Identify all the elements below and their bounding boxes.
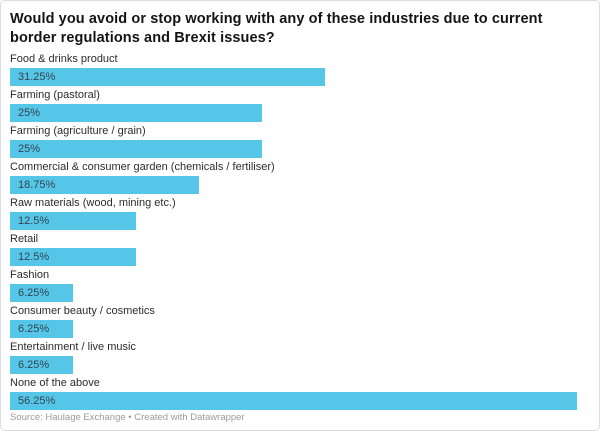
bar-row: Retail 12.5% <box>10 233 577 266</box>
bar-row: Entertainment / live music 6.25% <box>10 341 577 374</box>
bar-row: Consumer beauty / cosmetics 6.25% <box>10 305 577 338</box>
bar-value: 6.25% <box>18 323 50 335</box>
bar-row: Farming (agriculture / grain) 25% <box>10 125 577 158</box>
bar: 6.25% <box>10 284 73 302</box>
bar-track: 12.5% <box>10 212 577 230</box>
bar: 6.25% <box>10 356 73 374</box>
bar-value: 56.25% <box>18 395 56 407</box>
bar-row: Fashion 6.25% <box>10 269 577 302</box>
bar-row: None of the above 56.25% <box>10 377 577 410</box>
bar-track: 18.75% <box>10 176 577 194</box>
bar-track: 25% <box>10 104 577 122</box>
bar-value: 6.25% <box>18 359 50 371</box>
bar-label: Commercial & consumer garden (chemicals … <box>10 161 275 173</box>
bar-track: 12.5% <box>10 248 577 266</box>
bar-value: 25% <box>18 107 41 119</box>
chart-title: Would you avoid or stop working with any… <box>1 1 599 48</box>
bar-label: Farming (agriculture / grain) <box>10 125 146 137</box>
bar-label: None of the above <box>10 377 100 389</box>
chart-title-line-2: border regulations and Brexit issues? <box>10 30 275 46</box>
bar-chart: Food & drinks product 31.25% Farming (pa… <box>1 48 599 410</box>
bar-label: Entertainment / live music <box>10 341 136 353</box>
bar-label: Retail <box>10 233 39 245</box>
bar-value: 25% <box>18 143 41 155</box>
bar-row: Commercial & consumer garden (chemicals … <box>10 161 577 194</box>
bar-value: 31.25% <box>18 71 56 83</box>
bar-track: 56.25% <box>10 392 577 410</box>
bar-value: 12.5% <box>18 251 50 263</box>
bar-track: 31.25% <box>10 68 577 86</box>
bar-track: 6.25% <box>10 356 577 374</box>
bar-track: 6.25% <box>10 284 577 302</box>
bar: 31.25% <box>10 68 325 86</box>
bar-track: 25% <box>10 140 577 158</box>
bar: 12.5% <box>10 248 136 266</box>
bar: 56.25% <box>10 392 577 410</box>
bar-track: 6.25% <box>10 320 577 338</box>
bar-value: 6.25% <box>18 287 50 299</box>
bar: 18.75% <box>10 176 199 194</box>
bar: 6.25% <box>10 320 73 338</box>
chart-title-line-1: Would you avoid or stop working with any… <box>10 11 543 27</box>
bar-label: Consumer beauty / cosmetics <box>10 305 155 317</box>
bar-value: 12.5% <box>18 215 50 227</box>
bar: 25% <box>10 104 262 122</box>
bar-row: Raw materials (wood, mining etc.) 12.5% <box>10 197 577 230</box>
bar-value: 18.75% <box>18 179 56 191</box>
bar: 12.5% <box>10 212 136 230</box>
bar-label: Farming (pastoral) <box>10 89 100 101</box>
bar-row: Farming (pastoral) 25% <box>10 89 577 122</box>
bar-label: Raw materials (wood, mining etc.) <box>10 197 176 209</box>
bar-rows: Food & drinks product 31.25% Farming (pa… <box>10 53 577 410</box>
bar-row: Food & drinks product 31.25% <box>10 53 577 86</box>
bar-label: Food & drinks product <box>10 53 118 65</box>
source-note: Source: Haulage Exchange • Created with … <box>10 412 245 423</box>
bar: 25% <box>10 140 262 158</box>
bar-label: Fashion <box>10 269 50 281</box>
